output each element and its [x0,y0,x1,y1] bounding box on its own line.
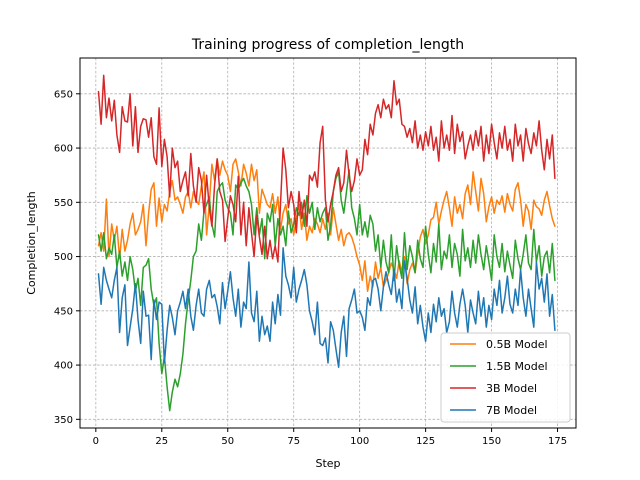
legend: 0.5B Model 1.5B Model 3B Model 7B Model [440,332,571,423]
legend-label: 0.5B Model [486,338,548,351]
ticks: 0 25 50 75 100 125 150 175 350 400 450 500 550 600 650 [54,89,567,447]
x-tick-label: 25 [155,436,168,447]
y-tick-label: 500 [54,252,73,263]
y-tick-label: 600 [54,144,73,155]
legend-label: 3B Model [486,382,537,395]
x-tick-label: 150 [482,436,501,447]
x-tick-label: 125 [416,436,435,447]
y-tick-label: 400 [54,361,73,372]
x-tick-label: 175 [548,436,567,447]
x-tick-label: 0 [93,436,99,447]
plot-frame [79,57,577,429]
series-line-3b-model [97,74,556,263]
series-line-7b-model [97,247,556,368]
series-layer [97,74,556,412]
y-tick-label: 650 [54,89,73,100]
legend-label: 1.5B Model [486,360,548,373]
y-tick-label: 550 [54,198,73,209]
y-tick-label: 450 [54,306,73,317]
series-line-1-5b-model [97,169,556,412]
x-tick-label: 50 [221,436,234,447]
legend-box [440,332,571,423]
chart-title: Training progress of completion_length [191,37,464,53]
x-tick-label: 75 [287,436,300,447]
x-axis-label: Step [315,457,340,470]
legend-label: 7B Model [486,404,537,417]
y-tick-label: 350 [54,415,73,426]
x-tick-label: 100 [350,436,369,447]
y-axis-label: Completion_length [25,191,38,295]
